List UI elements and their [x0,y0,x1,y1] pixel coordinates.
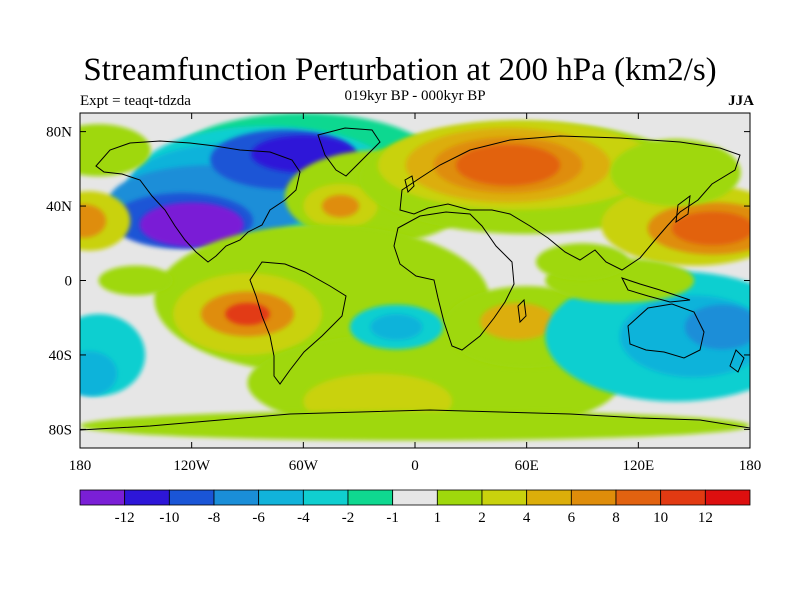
contour-region [80,124,151,177]
lon-label: 60E [515,458,539,474]
colorbar-label: 4 [523,510,531,526]
colorbar-label: 2 [478,510,486,526]
coast-indonesia [621,277,691,303]
colorbar: -12 -10 -8 -6 -4 -2 -1 1 2 4 6 8 10 12 [79,489,751,526]
coast-madagascar [517,298,527,324]
contour-region [455,144,561,186]
coast-eurasia [399,135,741,271]
colorbar-swatch [79,489,126,506]
contour-region [321,194,360,218]
colorbar-swatch [704,489,751,506]
colorbar-swatch [570,489,617,506]
chart-title: Streamfunction Perturbation at 200 hPa (… [83,52,717,88]
colorbar-label: -6 [252,510,265,526]
lat-label: 80N [46,125,72,141]
time-period-label: 019kyr BP - 000kyr BP [344,88,486,104]
lon-label: 60W [289,458,319,474]
lon-label: 0 [411,458,419,474]
colorbar-swatch [481,489,528,506]
contour-region [480,302,555,341]
contour-region [225,302,270,326]
coast-greenland [317,127,381,177]
colorbar-label: 12 [698,510,713,526]
contour-region [684,304,750,350]
experiment-label: Expt = teaqt-tdzda [80,93,191,109]
contour-region [370,314,423,341]
lat-label: 80S [49,422,72,438]
colorbar-label: 1 [434,510,442,526]
coast-new-zealand [729,349,745,373]
coast-south-america [249,261,347,385]
colorbar-label: 8 [612,510,620,526]
colorbar-swatch [124,489,170,506]
coast-africa [393,211,515,351]
coastlines [80,127,750,431]
colorbar-swatch [436,489,483,506]
map-panel [80,113,750,448]
lat-label: 0 [65,274,73,290]
coast-australia [627,303,705,359]
contour-region [139,202,244,248]
colorbar-swatch [615,489,662,506]
season-label: JJA [728,93,754,109]
lon-label: 180 [739,458,762,474]
lon-label: 120W [173,458,211,474]
axis-ticks: 80N 40N 0 40S 80S 180 120W 60W 0 60E 120E 180 [46,113,761,474]
colorbar-swatch [660,489,706,506]
lon-label: 120E [622,458,654,474]
contour-region [80,204,107,238]
lon-label: 180 [69,458,92,474]
colorbar-swatch [213,489,260,506]
colorbar-label: -1 [386,510,399,526]
colorbar-label: 6 [568,510,576,526]
contour-region [98,265,174,296]
colorbar-swatch [392,489,438,506]
colorbar-label: -8 [208,510,221,526]
contour-region [80,410,750,441]
coast-antarctica [80,409,750,431]
contour-fills [80,113,750,441]
colorbar-swatch [168,489,215,506]
contour-region [671,211,750,246]
contour-region [80,351,118,396]
colorbar-label: -2 [342,510,355,526]
contour-region [610,139,741,207]
coast-japan [675,194,691,224]
colorbar-label: -12 [115,510,135,526]
colorbar-swatch [347,489,394,506]
lat-label: 40S [49,348,72,364]
colorbar-label: -4 [297,510,310,526]
coast-uk [404,175,415,193]
colorbar-label: 10 [653,510,668,526]
contour-region [535,243,630,281]
lat-label: 40N [46,199,72,215]
colorbar-swatch [302,489,349,506]
colorbar-swatch [526,489,572,506]
colorbar-swatch [258,489,304,506]
colorbar-label: -10 [159,510,179,526]
coast-north-america [95,140,301,263]
